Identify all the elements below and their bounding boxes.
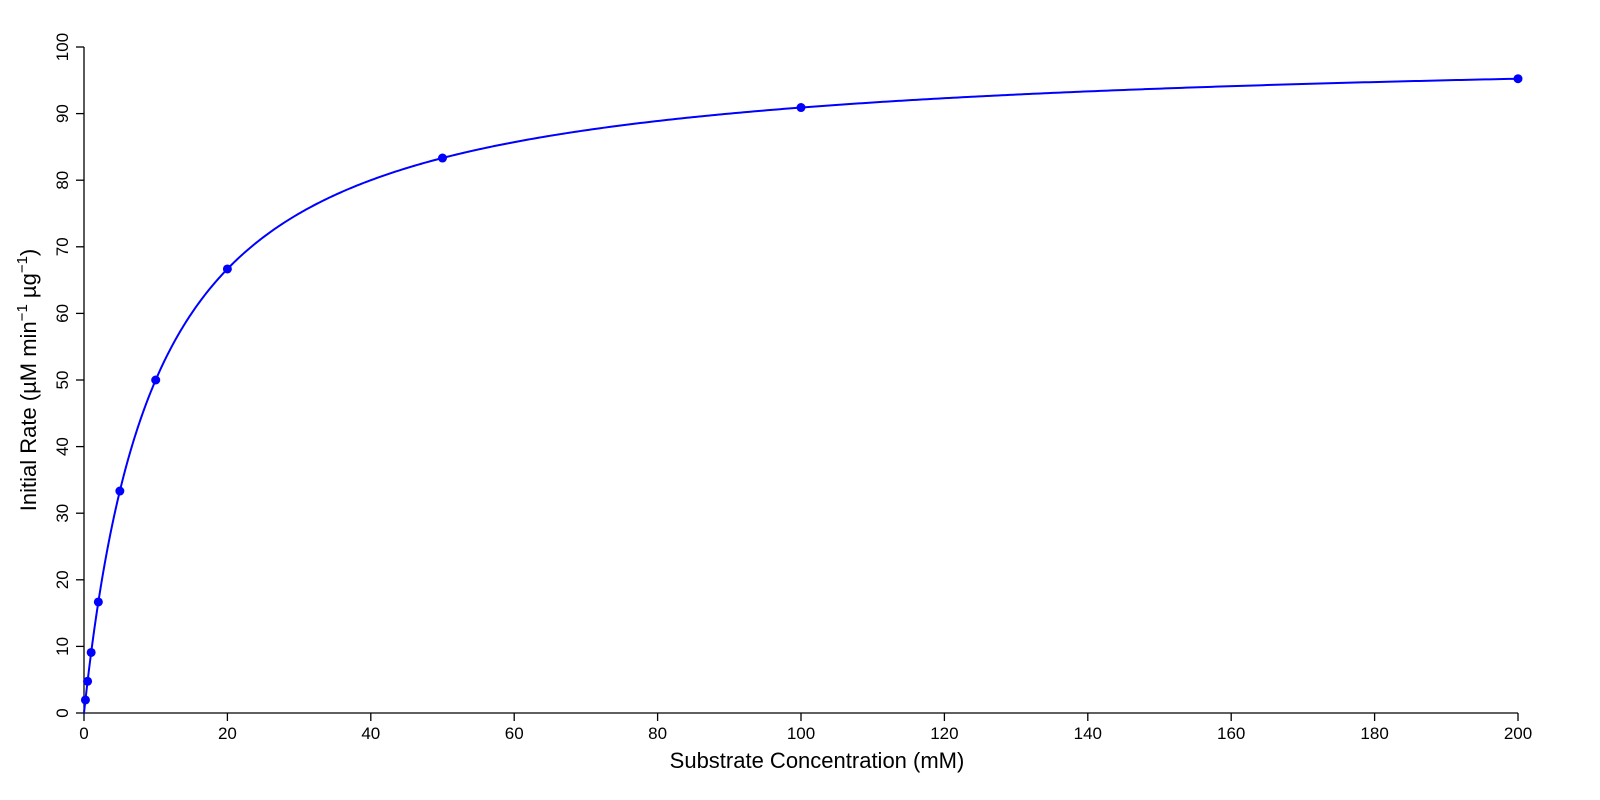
- x-tick-label: 140: [1074, 724, 1102, 743]
- data-point: [222, 264, 232, 274]
- y-tick-label: 80: [53, 171, 72, 190]
- x-tick-label: 180: [1360, 724, 1388, 743]
- data-points: [80, 74, 1523, 705]
- x-tick-label: 40: [361, 724, 380, 743]
- y-tick-label: 90: [53, 104, 72, 123]
- data-point: [796, 103, 806, 113]
- data-point: [80, 695, 90, 705]
- y-label-prefix: Initial Rate (µM min: [16, 321, 41, 511]
- y-tick-label: 30: [53, 504, 72, 523]
- y-tick-label: 20: [53, 570, 72, 589]
- y-tick-label: 70: [53, 237, 72, 256]
- y-label-sup2: −1: [14, 256, 31, 273]
- x-tick-label: 200: [1504, 724, 1532, 743]
- y-tick-label: 10: [53, 637, 72, 656]
- y-tick-label: 0: [53, 708, 72, 717]
- data-point: [438, 153, 447, 163]
- y-label-sup1: −1: [14, 304, 31, 321]
- y-tick-label: 50: [53, 371, 72, 390]
- data-point: [83, 676, 93, 686]
- x-tick-label: 60: [505, 724, 524, 743]
- y-tick-label: 100: [53, 33, 72, 61]
- y-label-middle: µg: [16, 273, 41, 304]
- x-tick-label: 100: [787, 724, 815, 743]
- y-axis: 0 10 20 30 40 50 60 70 80 90 100: [53, 33, 85, 718]
- y-label-suffix: ): [16, 249, 41, 256]
- data-point: [115, 486, 125, 496]
- data-point: [151, 375, 161, 385]
- data-point: [1513, 74, 1523, 84]
- x-axis: 0 20 40 60 80 100 120 140 160 180 200: [79, 712, 1532, 743]
- data-point: [86, 647, 96, 657]
- y-axis-label: Initial Rate (µM min−1 µg−1): [14, 249, 41, 512]
- data-point: [93, 597, 103, 607]
- x-tick-label: 80: [648, 724, 667, 743]
- y-tick-label: 60: [53, 304, 72, 323]
- x-tick-label: 120: [930, 724, 958, 743]
- x-tick-label: 20: [218, 724, 237, 743]
- fit-curve: [83, 77, 1519, 714]
- x-tick-label: 160: [1217, 724, 1245, 743]
- x-axis-label: Substrate Concentration (mM): [670, 748, 965, 773]
- y-tick-label: 40: [53, 437, 72, 456]
- x-tick-label: 0: [79, 724, 88, 743]
